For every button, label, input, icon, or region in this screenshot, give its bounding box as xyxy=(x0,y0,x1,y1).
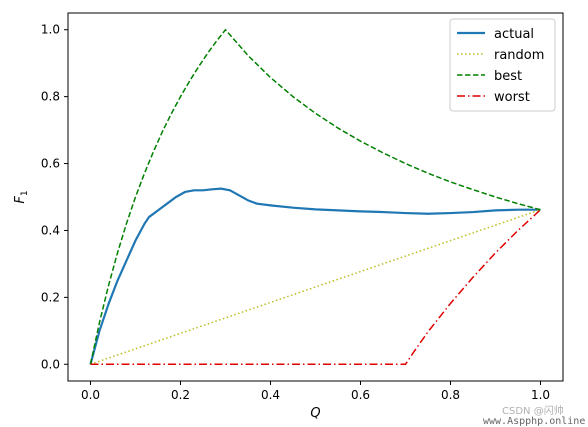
y-axis-label-subscript: 1 xyxy=(20,190,30,196)
x-axis-ticks: 0.0 0.2 0.4 0.6 0.8 1.0 xyxy=(81,381,550,402)
series-line-actual xyxy=(89,187,541,365)
y-tick-label: 0.6 xyxy=(41,157,60,171)
x-tick-label: 0.6 xyxy=(351,388,370,402)
watermark-site: www.Aspphp.online xyxy=(483,416,585,427)
series-line-random xyxy=(90,209,541,365)
y-axis-label: F1 xyxy=(13,190,30,203)
y-tick-label: 0.8 xyxy=(41,90,60,104)
x-axis-label: Q xyxy=(310,406,320,421)
x-tick-label: 0.0 xyxy=(81,388,100,402)
series-line-worst xyxy=(90,209,542,366)
legend-label-random: random xyxy=(494,48,544,63)
y-tick-label: 0.4 xyxy=(41,223,60,237)
legend-box xyxy=(449,18,556,112)
x-tick-label: 0.4 xyxy=(261,388,280,402)
legend-label-worst: worst xyxy=(494,90,530,105)
y-axis-ticks: 0.0 0.2 0.4 0.6 0.8 1.0 xyxy=(41,23,68,371)
y-tick-label: 1.0 xyxy=(41,23,60,37)
series-line-best xyxy=(89,28,541,365)
x-tick-label: 0.8 xyxy=(441,388,460,402)
watermark-csdn: CSDN @闪帅 xyxy=(502,404,564,417)
x-tick-label: 1.0 xyxy=(531,388,550,402)
plot-lines xyxy=(89,28,542,366)
y-tick-label: 0.2 xyxy=(41,290,60,304)
y-tick-label: 0.0 xyxy=(41,357,60,371)
x-tick-label: 0.2 xyxy=(171,388,190,402)
plot-frame xyxy=(67,12,564,382)
legend: actual random best worst xyxy=(449,18,556,112)
legend-label-best: best xyxy=(494,69,522,84)
y-axis-label-main: F xyxy=(13,196,28,204)
legend-label-actual: actual xyxy=(494,27,534,42)
